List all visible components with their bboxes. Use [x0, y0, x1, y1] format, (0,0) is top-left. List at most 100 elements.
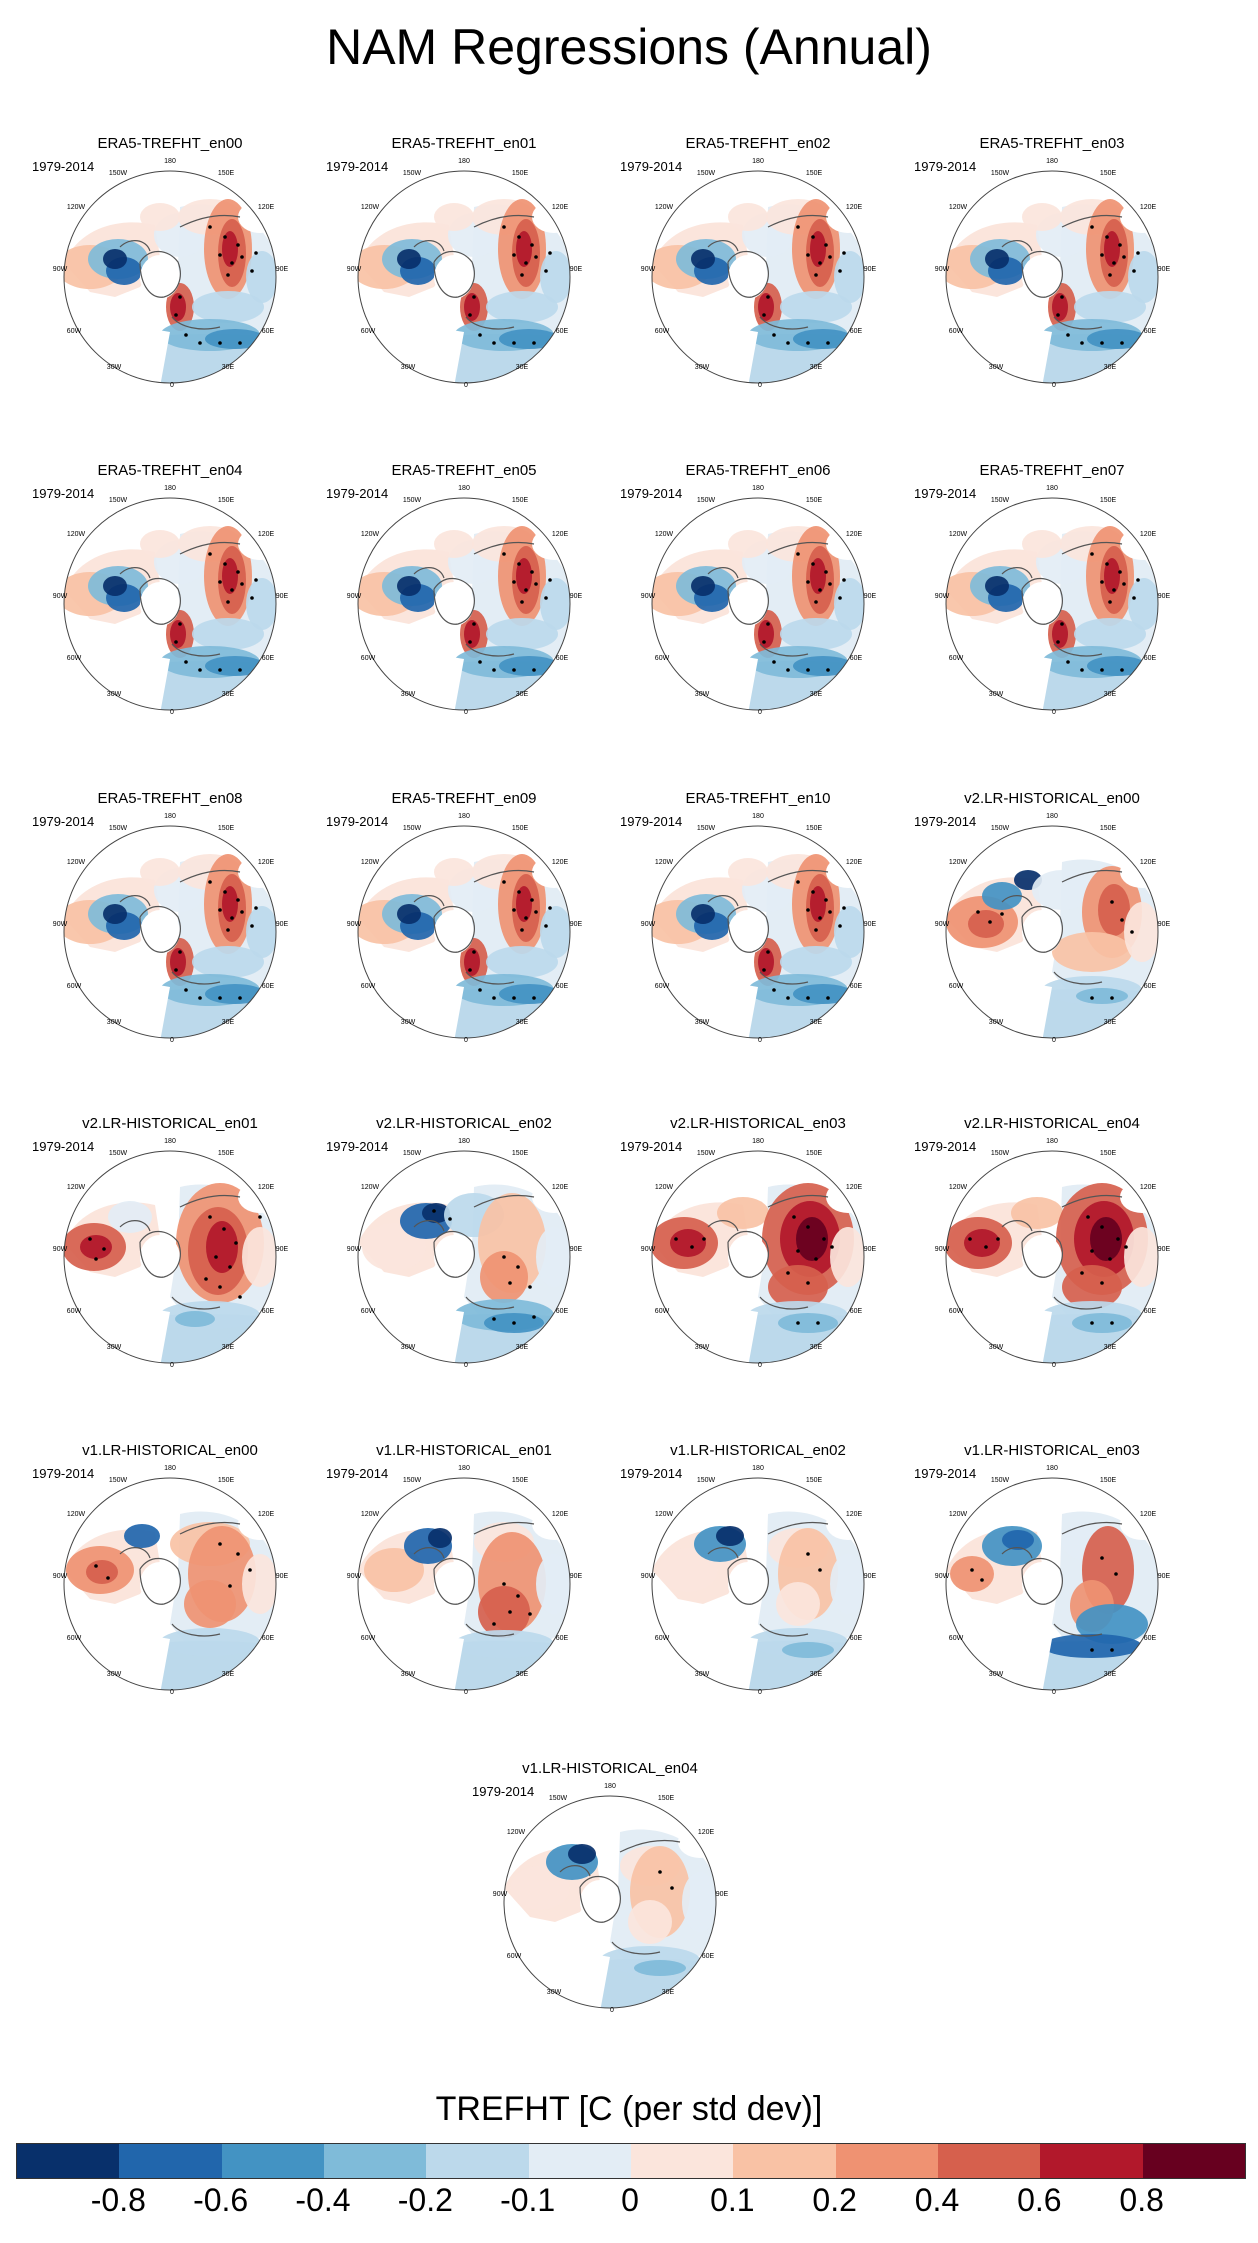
map-boundary	[503, 1795, 717, 2009]
colorbar-tick-label: 0.4	[914, 2182, 960, 2218]
longitude-label: 30W	[989, 691, 1004, 698]
colorbar-swatch	[426, 2144, 529, 2178]
anomaly-shading	[1052, 293, 1068, 321]
significance-stipple	[234, 1241, 238, 1245]
significance-stipple	[818, 261, 822, 265]
colorbar-tick-label: -0.1	[500, 2182, 556, 2218]
significance-stipple	[814, 600, 818, 604]
ocean-area	[140, 910, 180, 954]
significance-stipple	[532, 341, 536, 345]
panel-title: v1.LR-HISTORICAL_en02	[670, 1442, 846, 1459]
coastline	[1001, 214, 1123, 330]
longitude-label: 30W	[401, 1344, 416, 1351]
significance-stipple	[520, 273, 524, 277]
anomaly-shading	[516, 886, 532, 922]
significance-stipple	[1066, 333, 1070, 337]
coastline	[707, 214, 829, 330]
significance-stipple	[548, 251, 552, 255]
significance-stipple	[106, 1576, 110, 1580]
significance-stipple	[806, 1281, 810, 1285]
panel-period-label: 1979-2014	[326, 1466, 389, 1481]
longitude-label: 60W	[361, 983, 376, 990]
significance-stipple	[520, 928, 524, 932]
longitude-label: 0	[1052, 709, 1056, 716]
significance-stipple	[811, 235, 815, 239]
longitude-label: 30W	[107, 1019, 122, 1026]
significance-stipple	[222, 1227, 226, 1231]
significance-stipple	[492, 341, 496, 345]
map-boundary	[357, 1150, 571, 1364]
significance-stipple	[520, 600, 524, 604]
longitude-label: 60E	[556, 328, 569, 335]
panel-period-label: 1979-2014	[472, 1784, 535, 1799]
anomaly-shading	[717, 1197, 769, 1229]
anomaly-shading	[206, 1221, 238, 1273]
map-panel: v2.LR-HISTORICAL_en00 1979-2014 180 150W 150…	[912, 790, 1192, 1090]
longitude-label: 120W	[949, 531, 968, 538]
panel-period-label: 1979-2014	[32, 1466, 95, 1481]
longitude-label: 0	[1052, 382, 1056, 389]
significance-stipple	[238, 341, 242, 345]
significance-stipple	[198, 996, 202, 1000]
longitude-label: 60W	[67, 983, 82, 990]
significance-stipple	[1120, 341, 1124, 345]
longitude-label: 120E	[698, 1829, 715, 1836]
longitude-label: 120W	[655, 859, 674, 866]
colorbar-tick-label: 0	[621, 2182, 639, 2218]
longitude-label: 30E	[1104, 364, 1117, 371]
significance-stipple	[806, 580, 810, 584]
significance-stipple	[1120, 668, 1124, 672]
longitude-label: 30E	[516, 1344, 529, 1351]
longitude-label: 30E	[810, 1344, 823, 1351]
significance-stipple	[524, 916, 528, 920]
significance-stipple	[478, 660, 482, 664]
longitude-label: 150W	[991, 170, 1010, 177]
longitude-label: 90E	[276, 593, 289, 600]
longitude-label: 60E	[262, 983, 275, 990]
significance-stipple	[814, 273, 818, 277]
panel-period-label: 1979-2014	[620, 486, 683, 501]
map-boundary	[651, 497, 865, 711]
longitude-label: 150W	[549, 1795, 568, 1802]
anomaly-shading	[728, 203, 768, 231]
longitude-label: 180	[164, 158, 176, 165]
significance-stipple	[1132, 596, 1136, 600]
coastline	[413, 214, 535, 330]
map-boundary	[357, 1477, 571, 1691]
significance-stipple	[524, 261, 528, 265]
anomaly-shading	[364, 1548, 424, 1592]
ocean-area	[1022, 255, 1062, 299]
longitude-label: 150W	[109, 825, 128, 832]
map-panel: v1.LR-HISTORICAL_en02 1979-2014 180 150W 150…	[618, 1442, 898, 1742]
polar-map: 180 150W 150E 120W 120E 90W 90E 60W 60E 30W 30E 0	[347, 485, 583, 716]
significance-stipple	[218, 341, 222, 345]
significance-stipple	[218, 996, 222, 1000]
longitude-label: 90W	[935, 1573, 950, 1580]
anomaly-shading	[478, 1586, 530, 1638]
longitude-label: 150E	[1100, 1477, 1117, 1484]
anomaly-shading	[1052, 620, 1068, 648]
longitude-label: 30E	[222, 1019, 235, 1026]
longitude-label: 30E	[516, 364, 529, 371]
longitude-label: 90E	[1158, 593, 1171, 600]
panel-period-label: 1979-2014	[326, 1139, 389, 1154]
significance-stipple	[1118, 570, 1122, 574]
significance-stipple	[236, 1552, 240, 1556]
significance-stipple	[236, 243, 240, 247]
longitude-label: 180	[752, 813, 764, 820]
longitude-label: 90E	[276, 266, 289, 273]
significance-stipple	[178, 950, 182, 954]
significance-stipple	[544, 269, 548, 273]
anomaly-shading	[691, 249, 715, 269]
map-boundary	[651, 170, 865, 384]
significance-stipple	[796, 1321, 800, 1325]
significance-stipple	[88, 1237, 92, 1241]
longitude-label: 90E	[276, 1246, 289, 1253]
anomaly-shading	[1011, 1197, 1063, 1229]
longitude-label: 30W	[695, 691, 710, 698]
longitude-label: 150W	[991, 1150, 1010, 1157]
anomaly-shading	[246, 578, 276, 630]
panel-period-label: 1979-2014	[914, 814, 977, 829]
significance-stipple	[796, 552, 800, 556]
ocean-area	[140, 255, 180, 299]
